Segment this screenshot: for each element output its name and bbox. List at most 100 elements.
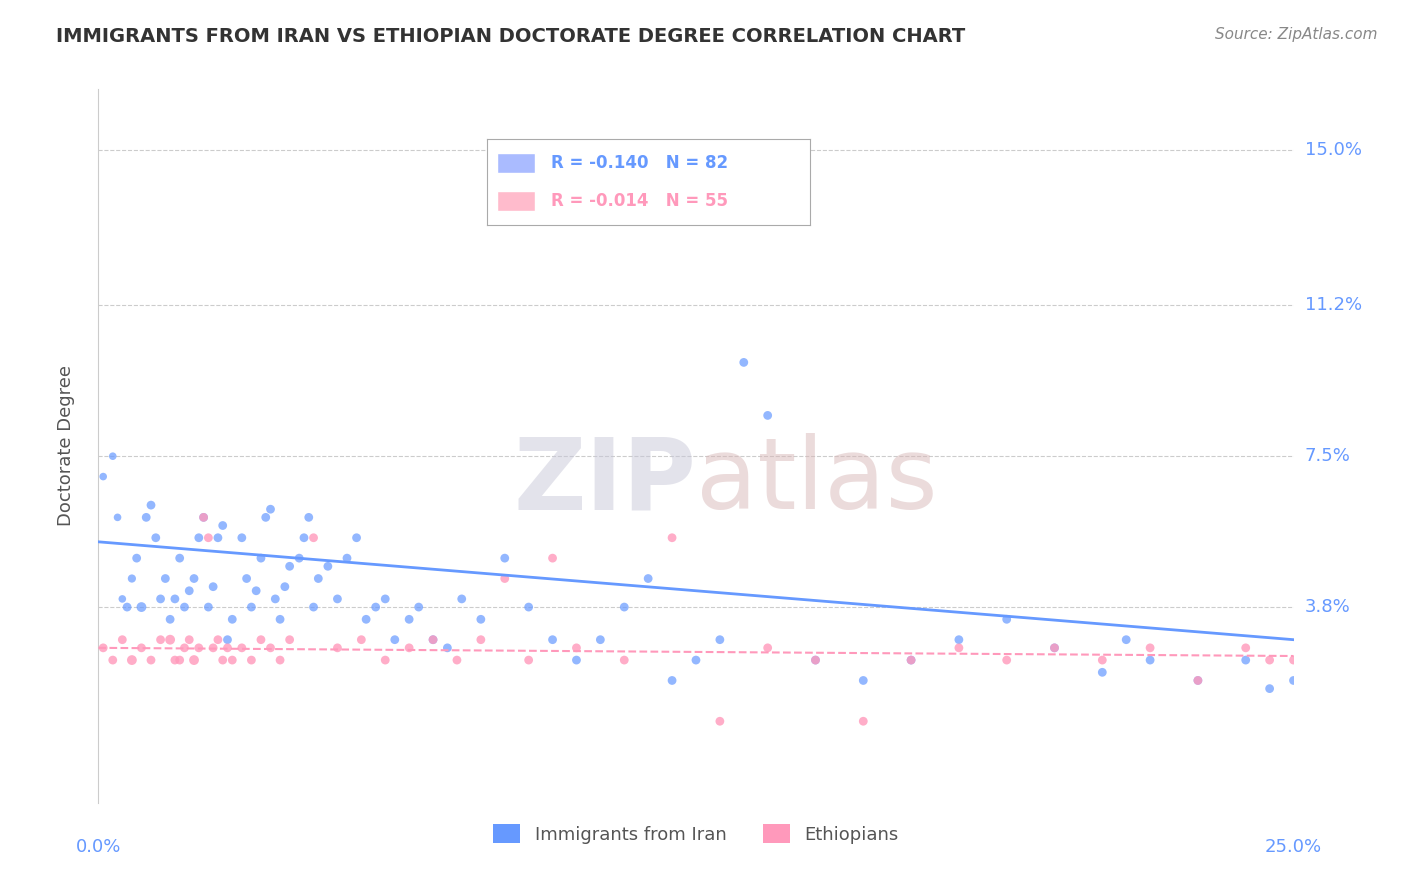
Point — [398, 612, 420, 626]
Point — [1258, 653, 1281, 667]
Point — [756, 640, 779, 655]
Point — [250, 632, 273, 647]
Point — [565, 653, 588, 667]
Point — [131, 600, 153, 615]
Point — [202, 580, 225, 594]
Point — [852, 673, 875, 688]
Point — [350, 632, 373, 647]
Point — [193, 510, 215, 524]
Legend: Immigrants from Iran, Ethiopians: Immigrants from Iran, Ethiopians — [486, 817, 905, 851]
Point — [254, 510, 277, 524]
Point — [1091, 653, 1114, 667]
Point — [111, 591, 134, 606]
Point — [1139, 653, 1161, 667]
Point — [269, 653, 291, 667]
Point — [1043, 640, 1066, 655]
Point — [661, 673, 683, 688]
Point — [422, 632, 444, 647]
Text: 0.0%: 0.0% — [76, 838, 121, 855]
Point — [1139, 640, 1161, 655]
Text: IMMIGRANTS FROM IRAN VS ETHIOPIAN DOCTORATE DEGREE CORRELATION CHART: IMMIGRANTS FROM IRAN VS ETHIOPIAN DOCTOR… — [56, 27, 966, 45]
Point — [259, 502, 281, 516]
Point — [125, 551, 148, 566]
Point — [259, 640, 281, 655]
Point — [298, 510, 321, 524]
Point — [364, 600, 387, 615]
Point — [470, 632, 492, 647]
Point — [1187, 673, 1209, 688]
Point — [613, 653, 636, 667]
Point — [1187, 673, 1209, 688]
Point — [1282, 653, 1305, 667]
Point — [231, 640, 253, 655]
Point — [173, 600, 195, 615]
Point — [709, 714, 731, 729]
Point — [326, 640, 349, 655]
Point — [852, 714, 875, 729]
Point — [661, 531, 683, 545]
Point — [354, 612, 377, 626]
Point — [1234, 653, 1257, 667]
Point — [235, 572, 257, 586]
Point — [101, 653, 124, 667]
Point — [139, 498, 162, 512]
Point — [346, 531, 368, 545]
Point — [179, 583, 201, 598]
Point — [326, 591, 349, 606]
Point — [274, 580, 297, 594]
Point — [159, 632, 181, 647]
Text: 7.5%: 7.5% — [1305, 447, 1351, 466]
Point — [149, 591, 172, 606]
Point — [541, 632, 564, 647]
Text: 11.2%: 11.2% — [1305, 296, 1362, 314]
Point — [1282, 673, 1305, 688]
Point — [245, 583, 267, 598]
Point — [145, 531, 167, 545]
Point — [169, 653, 191, 667]
Point — [197, 600, 219, 615]
Point — [1043, 640, 1066, 655]
Point — [302, 531, 325, 545]
Point — [131, 640, 153, 655]
Point — [804, 653, 827, 667]
Point — [709, 632, 731, 647]
Point — [187, 640, 209, 655]
Text: ZIP: ZIP — [513, 434, 696, 530]
Point — [107, 510, 129, 524]
Point — [278, 632, 301, 647]
Point — [115, 600, 138, 615]
Text: Source: ZipAtlas.com: Source: ZipAtlas.com — [1215, 27, 1378, 42]
Point — [307, 572, 329, 586]
Point — [197, 531, 219, 545]
Point — [685, 653, 707, 667]
Point — [111, 632, 134, 647]
Point — [565, 640, 588, 655]
Point — [900, 653, 922, 667]
Point — [589, 632, 612, 647]
Text: 15.0%: 15.0% — [1305, 141, 1361, 160]
Point — [756, 409, 779, 423]
Point — [450, 591, 472, 606]
Point — [948, 640, 970, 655]
Text: 3.8%: 3.8% — [1305, 598, 1350, 616]
Point — [221, 653, 243, 667]
Y-axis label: Doctorate Degree: Doctorate Degree — [56, 366, 75, 526]
Point — [292, 531, 315, 545]
Point — [211, 653, 233, 667]
Point — [155, 572, 177, 586]
Point — [149, 632, 172, 647]
Point — [422, 632, 444, 647]
Point — [541, 551, 564, 566]
Point — [1115, 632, 1137, 647]
Point — [179, 632, 201, 647]
Point — [193, 510, 215, 524]
Point — [91, 469, 114, 483]
Point — [494, 551, 516, 566]
Point — [517, 653, 540, 667]
Text: 25.0%: 25.0% — [1265, 838, 1322, 855]
Point — [207, 531, 229, 545]
Point — [183, 572, 205, 586]
Point — [264, 591, 287, 606]
Point — [374, 653, 396, 667]
Point — [269, 612, 291, 626]
